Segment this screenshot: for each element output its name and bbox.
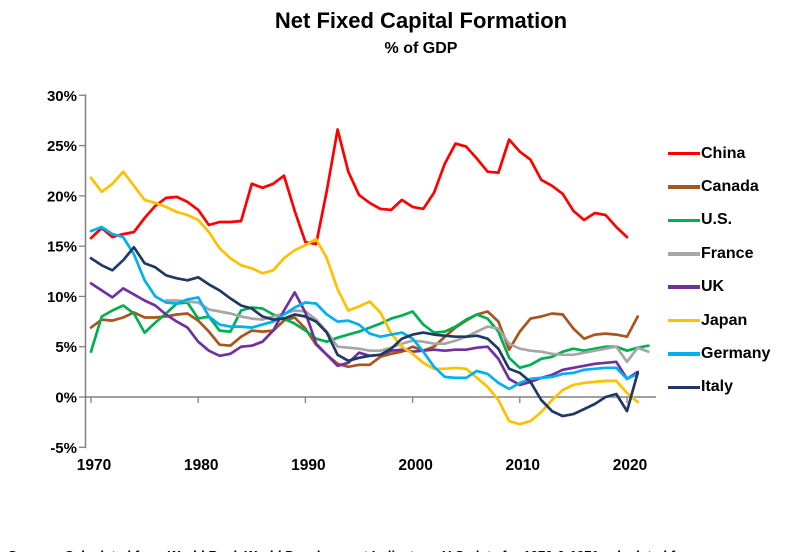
legend-label-uk: UK	[701, 278, 725, 296]
japan-series-line	[89, 170, 640, 426]
y-axis-label: -5%	[50, 440, 77, 457]
us-series-line	[89, 301, 650, 370]
uk-series-line	[89, 282, 640, 387]
us-line-swatch	[668, 218, 700, 223]
legend-label-us: U.S.	[701, 211, 733, 229]
legend-item-canada: Canada	[668, 170, 770, 203]
x-axis-label: 2000	[398, 457, 432, 474]
y-axis-label: 0%	[55, 390, 77, 407]
uk-line-swatch	[668, 285, 700, 290]
legend-label-germany: Germany	[701, 345, 771, 363]
legend: China Canada U.S. France UK Japan German…	[668, 137, 770, 404]
canada-line-swatch	[668, 185, 700, 189]
plot-area: 30% 25% 20% 15% 10% 5% 0% -5%1970 1980 1990 2000 20…	[47, 88, 656, 474]
chart-title: Net Fixed Capital Formation	[274, 8, 568, 33]
x-axis-label: 2010	[506, 457, 540, 474]
legend-label-china: China	[701, 144, 746, 162]
legend-item-japan: Japan	[668, 304, 770, 337]
legend-item-uk: UK	[668, 271, 770, 304]
y-axis-label: 30%	[47, 88, 77, 105]
legend-label-japan: Japan	[701, 311, 748, 329]
germany-line-swatch	[668, 352, 700, 356]
legend-item-italy: Italy	[668, 371, 770, 404]
china-series-line	[89, 128, 629, 246]
canada-series-line	[89, 310, 640, 369]
source-note: Source: Calculated from World Bank World…	[8, 501, 788, 552]
y-axis-label: 25%	[47, 138, 77, 155]
source-line-1: Source: Calculated from World Bank World…	[8, 545, 788, 552]
legend-label-france: France	[701, 244, 754, 262]
y-axis-label: 5%	[55, 339, 77, 356]
france-line-swatch	[668, 252, 700, 256]
y-axis-label: 10%	[47, 289, 77, 306]
chart-subtitle: % of GDP	[384, 40, 458, 57]
x-axis-label: 1980	[184, 457, 218, 474]
x-axis-label: 1990	[291, 457, 325, 474]
germany-series-line	[89, 225, 640, 391]
legend-item-germany: Germany	[668, 337, 770, 370]
y-axis-label: 15%	[47, 239, 77, 256]
legend-label-italy: Italy	[701, 378, 734, 396]
legend-item-us: U.S.	[668, 204, 770, 237]
legend-item-france: France	[668, 237, 770, 270]
x-axis-label: 2020	[613, 457, 647, 474]
italy-series-line	[89, 245, 640, 418]
france-series-line	[164, 299, 650, 364]
legend-item-china: China	[668, 137, 770, 170]
italy-line-swatch	[668, 385, 700, 390]
y-axis-label: 20%	[47, 188, 77, 205]
x-axis-label: 1970	[77, 457, 111, 474]
china-line-swatch	[668, 151, 700, 156]
japan-line-swatch	[668, 318, 700, 323]
legend-label-canada: Canada	[701, 178, 759, 196]
